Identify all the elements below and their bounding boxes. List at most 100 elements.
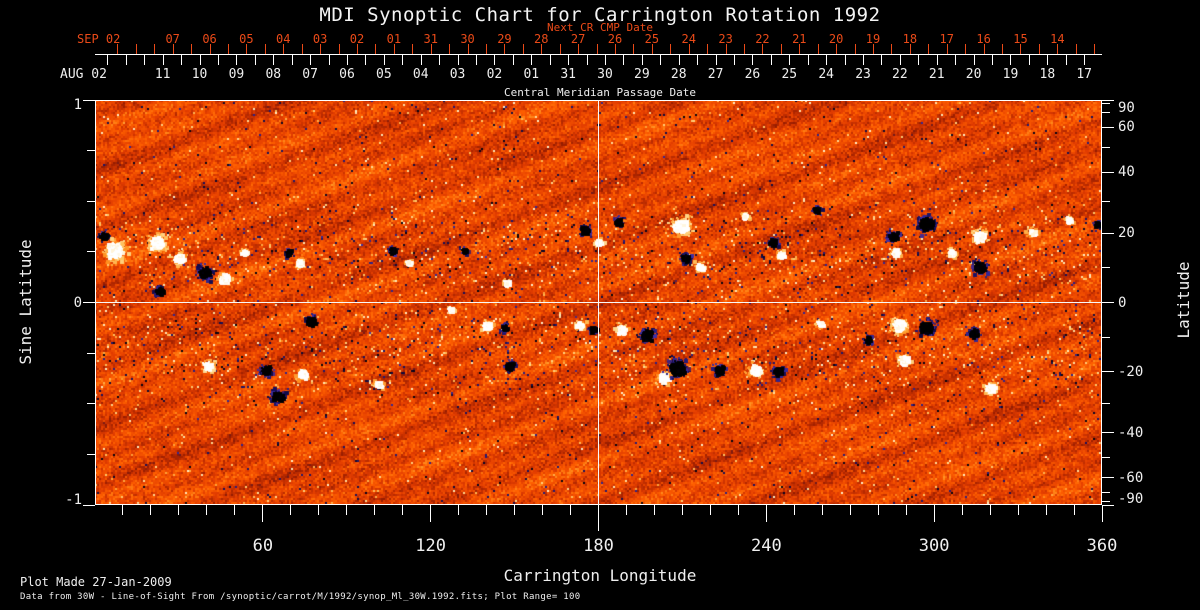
cmp-tick (365, 54, 367, 65)
sine-latitude-tick (87, 352, 95, 354)
cmp-tick (236, 54, 238, 65)
cmp-tick (697, 54, 699, 65)
cmp-tick (936, 54, 938, 65)
next-cr-tick (873, 44, 875, 54)
cmp-tick (973, 54, 975, 65)
next-cr-tick (578, 44, 580, 54)
next-cr-day-label: 25 (644, 32, 660, 46)
latitude-tick (1102, 146, 1110, 148)
next-cr-day-label: 20 (828, 32, 844, 46)
next-cr-tick (449, 44, 451, 54)
cmp-tick (715, 54, 717, 65)
next-cr-tick (246, 44, 248, 54)
next-cr-start-label: SEP 02 (77, 32, 121, 46)
next-cr-tick (615, 44, 616, 54)
next-cr-tick (393, 44, 395, 54)
cmp-tick (254, 54, 256, 65)
cmp-tick (863, 54, 865, 65)
next-cr-tick (172, 44, 174, 54)
cmp-tick (1028, 54, 1030, 65)
longitude-tick (234, 505, 236, 515)
cmp-tick (512, 54, 514, 65)
sine-latitude-tick (83, 99, 95, 101)
next-cr-tick (338, 44, 340, 54)
cmp-day-label: 17 (1076, 67, 1093, 82)
cmp-tick (217, 54, 219, 65)
longitude-tick-label: 180 (583, 536, 614, 556)
next-cr-tick (1094, 44, 1096, 54)
sine-latitude-tick (87, 403, 95, 405)
cmp-tick (568, 54, 570, 65)
latitude-tick-label: -20 (1118, 363, 1144, 380)
next-cr-tick (762, 44, 764, 54)
cmp-day-label: 24 (818, 67, 834, 82)
cmp-day-label: 31 (560, 67, 576, 82)
next-cr-tick (227, 44, 229, 54)
next-cr-day-label: 14 (1050, 32, 1065, 46)
cmp-tick (199, 54, 201, 65)
longitude-tick (514, 505, 516, 515)
longitude-tick (262, 505, 264, 522)
cmp-tick (844, 54, 846, 65)
next-cr-tick (780, 44, 782, 54)
sine-latitude-tick-label: 0 (73, 294, 82, 311)
next-cr-tick (1038, 44, 1040, 54)
longitude-tick (625, 505, 627, 515)
next-cr-day-label: 17 (939, 32, 954, 46)
latitude-tick-label: -90 (1118, 491, 1144, 507)
cmp-tick (734, 54, 736, 65)
cmp-tick (789, 54, 791, 65)
longitude-tick (737, 505, 739, 515)
next-cr-tick (283, 44, 285, 54)
cmp-tick (899, 54, 901, 65)
longitude-tick (206, 505, 208, 515)
next-cr-tick (909, 44, 911, 54)
cmp-day-label: 09 (228, 67, 245, 82)
cmp-tick (291, 54, 293, 65)
cmp-day-label: 30 (597, 67, 613, 82)
longitude-tick (1101, 505, 1103, 522)
cmp-day-label: 28 (670, 67, 687, 82)
sine-latitude-tick (87, 453, 95, 455)
cmp-day-label: 23 (855, 67, 871, 82)
next-cr-day-label: 31 (423, 32, 438, 46)
cmp-tick (346, 54, 348, 65)
longitude-tick (709, 505, 711, 515)
cmp-tick (125, 54, 127, 65)
cmp-tick (383, 54, 385, 65)
next-cr-day-label: 21 (792, 32, 807, 46)
cmp-tick (826, 54, 828, 65)
longitude-tick-label: 360 (1086, 536, 1118, 556)
longitude-tick (821, 505, 823, 515)
cmp-tick (549, 54, 551, 65)
next-cr-day-label: 03 (312, 32, 328, 46)
longitude-tick (458, 505, 460, 515)
next-cr-tick (965, 44, 967, 54)
latitude-tick (1102, 371, 1114, 373)
longitude-tick (961, 505, 963, 515)
cmp-tick (992, 54, 994, 65)
cmp-tick (1065, 54, 1067, 65)
cmp-day-label: 02 (486, 67, 503, 82)
longitude-tick (765, 505, 767, 522)
next-cr-tick (633, 44, 635, 54)
latitude-tick (1102, 457, 1110, 459)
latitude-tick-label: 60 (1118, 119, 1135, 136)
longitude-tick (933, 505, 935, 522)
longitude-tick (122, 505, 124, 515)
latitude-tick-label: 40 (1118, 164, 1135, 181)
longitude-tick (793, 505, 795, 515)
cmp-tick (1047, 54, 1049, 65)
sine-latitude-tick-label: -1 (65, 492, 82, 508)
next-cr-tick (744, 44, 746, 54)
cmp-tick (881, 54, 883, 65)
latitude-tick (1102, 337, 1110, 339)
next-cr-day-label: 04 (276, 32, 291, 46)
cmp-tick (310, 54, 312, 65)
cmp-day-label: 25 (781, 67, 798, 82)
next-cr-tick (817, 44, 819, 54)
cmp-tick (660, 54, 662, 65)
cmp-day-label: 06 (339, 67, 355, 82)
next-cr-tick (725, 44, 727, 54)
cmp-tick (273, 54, 275, 65)
